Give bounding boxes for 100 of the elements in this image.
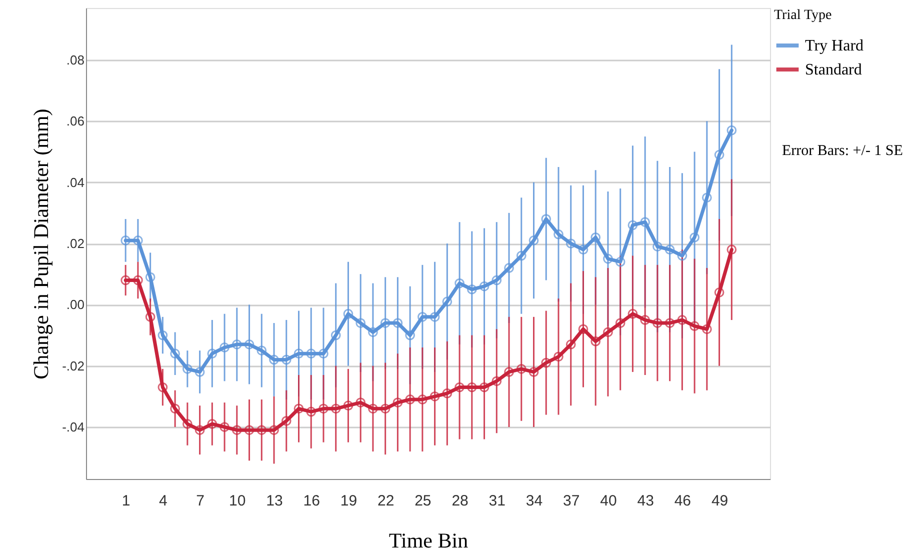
x-tick-label: 1: [122, 492, 130, 510]
point: [220, 422, 230, 432]
point: [294, 348, 304, 359]
point: [528, 367, 539, 377]
point: [318, 348, 328, 359]
point: [702, 324, 712, 334]
x-tick-label: 10: [229, 492, 246, 510]
y-tick-label: .00: [66, 297, 84, 312]
x-tick-label: 7: [196, 492, 204, 510]
point: [466, 382, 477, 392]
point: [492, 275, 502, 286]
x-tick-label: 43: [637, 492, 654, 510]
point: [356, 398, 366, 408]
x-tick-label: 31: [488, 492, 506, 510]
point: [120, 236, 131, 246]
point: [690, 321, 700, 332]
legend-label: Try Hard: [805, 38, 864, 54]
point: [566, 238, 576, 248]
point: [120, 275, 131, 286]
point: [541, 214, 552, 224]
x-tick-label: 49: [711, 492, 728, 510]
point: [207, 348, 218, 359]
point: [628, 308, 638, 319]
point: [380, 404, 390, 414]
point: [368, 404, 378, 414]
y-tick-label: -.02: [62, 358, 84, 374]
point: [504, 367, 514, 377]
point: [418, 312, 428, 322]
point: [603, 327, 613, 338]
point: [442, 388, 452, 398]
point: [306, 406, 316, 417]
y-tick-label: .06: [66, 114, 84, 129]
point: [492, 376, 502, 386]
point: [220, 342, 230, 352]
point: [690, 232, 700, 242]
y-tick-label: .02: [66, 236, 84, 251]
point: [454, 382, 464, 392]
x-tick-label: 19: [340, 492, 358, 510]
point: [479, 281, 490, 292]
point: [207, 419, 218, 429]
point: [726, 244, 737, 255]
point: [442, 296, 452, 307]
point: [256, 425, 267, 435]
point: [392, 318, 403, 328]
point: [133, 236, 143, 246]
point: [182, 364, 192, 374]
text: Error Bars: +/- 1 SE: [782, 143, 903, 159]
point: [554, 352, 564, 362]
point: [578, 324, 588, 334]
point: [590, 336, 601, 346]
point: [368, 327, 378, 338]
point: [145, 312, 156, 322]
point: [640, 315, 650, 325]
point: [343, 400, 354, 411]
x-tick-label: 40: [600, 492, 617, 510]
point: [306, 348, 316, 359]
point: [677, 315, 688, 325]
point: [392, 398, 403, 408]
point: [615, 256, 626, 267]
point: [330, 404, 341, 414]
point: [430, 391, 440, 402]
y-tick-label: .04: [66, 174, 84, 190]
point: [664, 244, 675, 255]
point: [170, 404, 180, 414]
point: [628, 220, 638, 230]
point: [578, 244, 588, 255]
point: [244, 425, 254, 435]
point: [652, 318, 662, 328]
point: [380, 318, 390, 328]
y-tick-label: .08: [66, 52, 84, 68]
y-tick-label: -.04: [62, 420, 84, 435]
x-tick-label: 25: [414, 492, 432, 510]
point: [294, 404, 304, 414]
legend-label: Standard: [805, 62, 862, 78]
point: [269, 354, 279, 365]
point: [281, 354, 292, 365]
x-tick-label: 46: [674, 492, 692, 510]
point: [479, 382, 490, 392]
point: [170, 348, 180, 359]
point: [145, 272, 156, 282]
point: [133, 275, 143, 286]
x-tick-label: 4: [159, 492, 168, 510]
point: [318, 404, 328, 414]
point: [158, 382, 168, 392]
point: [516, 364, 526, 374]
point: [244, 340, 254, 350]
point: [256, 346, 267, 356]
point: [356, 318, 366, 328]
point: [330, 330, 341, 340]
point: [194, 367, 205, 377]
point: [714, 150, 724, 160]
point: [194, 425, 205, 435]
point: [430, 312, 440, 322]
point: [702, 192, 712, 203]
point: [269, 425, 279, 435]
point: [590, 232, 601, 242]
point: [726, 125, 737, 136]
x-axis-title: Time Bin: [388, 528, 469, 552]
point: [516, 250, 526, 261]
x-tick-label: 22: [377, 492, 394, 510]
